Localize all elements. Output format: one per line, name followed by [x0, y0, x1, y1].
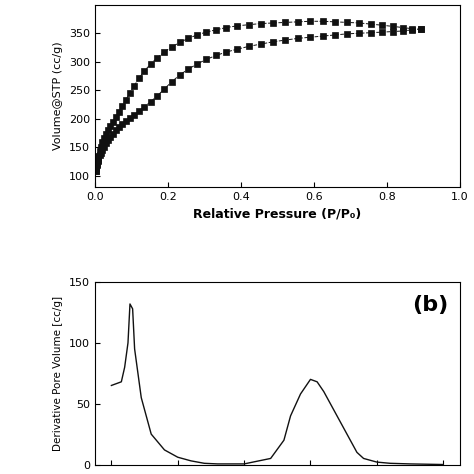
Y-axis label: Volume@STP (cc/g): Volume@STP (cc/g) — [53, 42, 63, 150]
X-axis label: Relative Pressure (P/P₀): Relative Pressure (P/P₀) — [193, 208, 361, 220]
Y-axis label: Derivative Pore Volume [cc/g]: Derivative Pore Volume [cc/g] — [54, 296, 64, 451]
Text: (b): (b) — [412, 295, 448, 315]
